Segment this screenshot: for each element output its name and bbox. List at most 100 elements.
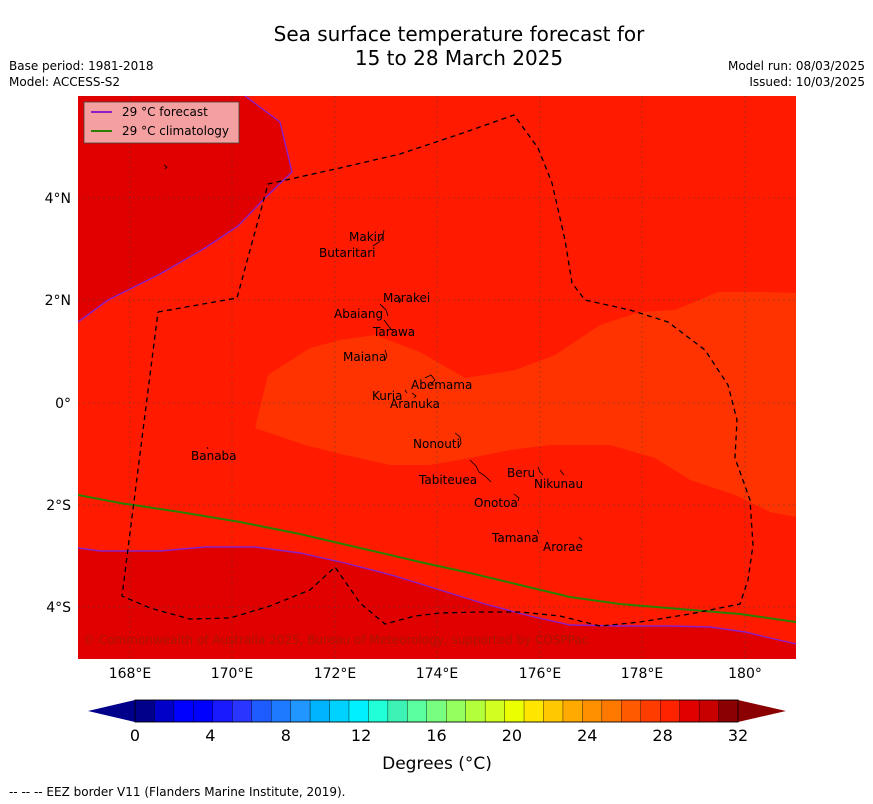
- place-label: Marakei: [383, 291, 430, 305]
- colorbar-segment: [465, 699, 486, 723]
- colorbar-tick-label: 28: [652, 726, 672, 745]
- colorbar-segment: [679, 699, 700, 723]
- place-label: Kuria: [372, 389, 403, 403]
- place-label: Arorae: [543, 540, 583, 554]
- place-label: Abemama: [411, 378, 472, 392]
- colorbar-segment: [290, 699, 311, 723]
- colorbar-segment: [193, 699, 214, 723]
- colorbar-segment: [407, 699, 428, 723]
- issued-date: Issued: 10/03/2025: [749, 75, 865, 89]
- place-label: Tabiteuea: [418, 473, 477, 487]
- colorbar-segment: [582, 699, 603, 723]
- colorbar-segment: [718, 699, 739, 723]
- meta-left: Base period: 1981-2018 Model: ACCESS-S2: [9, 58, 154, 90]
- colorbar-segment: [504, 699, 525, 723]
- lon-tick-label: 174°E: [416, 666, 459, 682]
- colorbar-ticks: 0 4 8 12 16 20 24 28 32: [130, 726, 748, 745]
- lon-tick-label: 170°E: [211, 666, 254, 682]
- colorbar-segment: [348, 699, 370, 723]
- map-figure: Makin Butaritari Marakei Abaiang Tarawa …: [45, 96, 796, 774]
- colorbar-under-arrow: [88, 700, 135, 722]
- colorbar-segment: [387, 699, 408, 723]
- place-label: Butaritari: [319, 246, 376, 260]
- longitude-tick-labels: 168°E 170°E 172°E 174°E 176°E 178°E 180°: [109, 666, 762, 682]
- colorbar-segment: [698, 699, 720, 723]
- legend-forecast-label: 29 °C forecast: [122, 105, 208, 119]
- lat-tick-label: 2°S: [46, 498, 71, 514]
- title-line-1: Sea surface temperature forecast for: [273, 22, 645, 46]
- colorbar-segment: [601, 699, 622, 723]
- colorbar-segment: [154, 699, 175, 723]
- legend-box: [83, 101, 240, 144]
- colorbar-tick-label: 20: [502, 726, 522, 745]
- colorbar-segment: [368, 699, 389, 723]
- place-label: Nikunau: [534, 477, 583, 491]
- legend: 29 °C forecast 29 °C climatology: [83, 101, 240, 144]
- colorbar-segment: [562, 699, 583, 723]
- lon-tick-label: 178°E: [621, 666, 664, 682]
- colorbar-tick-label: 0: [130, 726, 140, 745]
- place-label: Nonouti: [413, 437, 460, 451]
- gridlines: [78, 96, 796, 659]
- colorbar-segment: [212, 699, 233, 723]
- colorbar-tick-label: 32: [728, 726, 748, 745]
- place-label: Makin: [349, 230, 385, 244]
- colorbar-over-arrow: [738, 700, 786, 722]
- lat-tick-label: 4°N: [45, 191, 71, 207]
- colorbar-tick-label: 4: [205, 726, 215, 745]
- colorbar-tick-label: 12: [351, 726, 371, 745]
- place-label: Beru: [507, 466, 535, 480]
- lat-tick-label: 2°N: [45, 293, 71, 309]
- lon-tick-label: 172°E: [314, 666, 357, 682]
- place-label: Abaiang: [334, 307, 383, 321]
- colorbar-segments: [134, 699, 739, 723]
- colorbar-segment: [270, 699, 292, 723]
- base-period: Base period: 1981-2018: [9, 59, 154, 73]
- sst-cool-pool-28-29: [255, 292, 796, 517]
- colorbar-segment: [232, 699, 253, 723]
- colorbar-segment: [329, 699, 350, 723]
- place-label: Onotoa: [474, 496, 518, 510]
- colorbar-segment: [309, 699, 331, 723]
- colorbar-segment: [523, 699, 545, 723]
- place-label: Maiana: [343, 350, 386, 364]
- lon-tick-label: 176°E: [519, 666, 562, 682]
- colorbar-segment: [426, 699, 447, 723]
- forecast-29c-contour-south: [78, 546, 796, 645]
- colorbar-tick-label: 8: [281, 726, 291, 745]
- latitude-tick-labels: 4°N 2°N 0° 2°S 4°S: [45, 191, 72, 616]
- colorbar-segment: [621, 699, 642, 723]
- colorbar-segment: [659, 699, 681, 723]
- lat-tick-label: 4°S: [46, 600, 71, 616]
- colorbar-tick-label: 16: [426, 726, 446, 745]
- model-name: Model: ACCESS-S2: [9, 75, 121, 89]
- place-label: Banaba: [191, 449, 237, 463]
- colorbar-label: Degrees (°C): [382, 754, 492, 774]
- colorbar-tick-label: 24: [577, 726, 597, 745]
- model-run: Model run: 08/03/2025: [727, 59, 865, 73]
- lon-tick-label: 180°: [728, 666, 762, 682]
- colorbar-segment: [446, 699, 467, 723]
- colorbar-segment: [484, 699, 506, 723]
- atoll-outlines: [163, 164, 583, 541]
- forecast-29c-contour-north: [78, 96, 293, 323]
- copyright-notice: © Commonwealth of Australia 2025, Bureau…: [83, 633, 588, 647]
- map-area: Makin Butaritari Marakei Abaiang Tarawa …: [78, 96, 796, 659]
- title-line-2: 15 to 28 March 2025: [354, 46, 564, 70]
- colorbar: 0 4 8 12 16 20 24 28 32 Degrees (°C): [88, 699, 786, 774]
- place-label: Aranuka: [390, 397, 440, 411]
- eez-border: [121, 114, 754, 627]
- footnote: -- -- -- EEZ border V11 (Flanders Marine…: [9, 785, 346, 799]
- colorbar-segment: [134, 699, 156, 723]
- colorbar-segment: [173, 699, 194, 723]
- chart-title: Sea surface temperature forecast for 15 …: [0, 22, 873, 70]
- lat-tick-label: 0°: [55, 396, 71, 412]
- place-labels: Makin Butaritari Marakei Abaiang Tarawa …: [191, 230, 583, 554]
- colorbar-segment: [640, 699, 661, 723]
- place-label: Tamana: [491, 531, 539, 545]
- meta-right: Model run: 08/03/2025 Issued: 10/03/2025: [728, 58, 865, 90]
- sst-warm-northwest: [78, 96, 292, 322]
- colorbar-segment: [251, 699, 272, 723]
- lon-tick-label: 168°E: [109, 666, 152, 682]
- colorbar-outline: [134, 699, 739, 723]
